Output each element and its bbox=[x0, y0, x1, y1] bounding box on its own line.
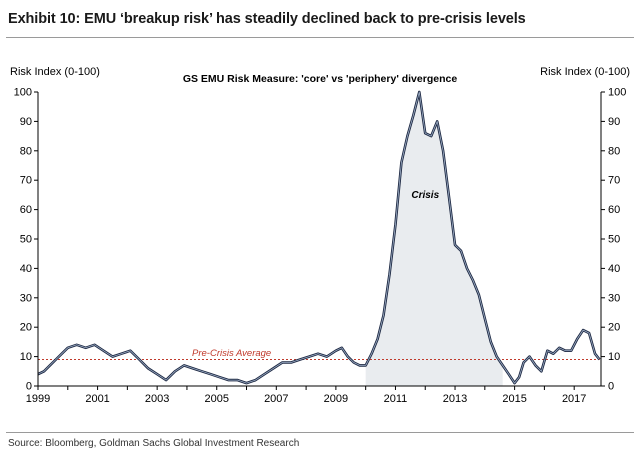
source-note: Source: Bloomberg, Goldman Sachs Global … bbox=[8, 438, 300, 449]
chart-annotations: Pre-Crisis Average Crisis bbox=[192, 190, 440, 359]
chart-title: GS EMU Risk Measure: 'core' vs 'peripher… bbox=[182, 73, 458, 85]
y-tick-label-right: 30 bbox=[608, 292, 620, 304]
series-line bbox=[37, 90, 601, 385]
y-tick-label-left: 40 bbox=[20, 263, 32, 275]
y-tick-label-left: 90 bbox=[20, 116, 32, 128]
x-tick-label: 2001 bbox=[85, 393, 109, 405]
y-tick-label-left: 50 bbox=[20, 234, 32, 246]
annotation-label: Crisis bbox=[411, 190, 439, 201]
risk-series bbox=[37, 90, 601, 385]
y-tick-label-right: 100 bbox=[608, 87, 626, 99]
exhibit-title: Exhibit 10: EMU ‘breakup risk’ has stead… bbox=[8, 11, 526, 27]
reference-line-label: Pre-Crisis Average bbox=[192, 348, 271, 359]
x-tick-label: 1999 bbox=[26, 393, 50, 405]
y-tick-label-left: 10 bbox=[20, 351, 32, 363]
y-tick-label-right: 40 bbox=[608, 263, 620, 275]
y-tick-label-right: 0 bbox=[608, 381, 614, 393]
crisis-area-fill bbox=[365, 92, 503, 386]
series-line-highlight bbox=[37, 91, 600, 384]
x-tick-label: 2005 bbox=[204, 393, 228, 405]
x-tick-label: 2003 bbox=[145, 393, 169, 405]
risk-chart: 0 0 10 10 20 20 30 30 40 40 50 50 60 60 70 70 80 80 90 90 10… bbox=[14, 87, 627, 406]
y-tick-label-left: 20 bbox=[20, 322, 32, 334]
y-tick-label-left: 0 bbox=[26, 381, 32, 393]
left-axis-title: Risk Index (0-100) bbox=[10, 66, 100, 78]
chart-axes: 0 0 10 10 20 20 30 30 40 40 50 50 60 60 70 70 80 80 90 90 10… bbox=[14, 87, 627, 406]
x-tick-label: 2011 bbox=[384, 393, 408, 405]
y-tick-label-left: 80 bbox=[20, 145, 32, 157]
y-tick-label-right: 20 bbox=[608, 322, 620, 334]
source-divider bbox=[6, 432, 634, 433]
y-tick-label-right: 50 bbox=[608, 234, 620, 246]
y-tick-label-right: 90 bbox=[608, 116, 620, 128]
y-tick-label-right: 10 bbox=[608, 351, 620, 363]
y-tick-label-left: 70 bbox=[20, 175, 32, 187]
x-tick-label: 2015 bbox=[502, 393, 526, 405]
x-tick-label: 2009 bbox=[324, 393, 348, 405]
crisis-shaded-area bbox=[365, 92, 503, 386]
y-tick-label-right: 60 bbox=[608, 204, 620, 216]
title-divider bbox=[6, 37, 634, 38]
x-tick-label: 2017 bbox=[562, 393, 586, 405]
y-tick-label-left: 100 bbox=[14, 87, 32, 99]
y-tick-label-right: 70 bbox=[608, 175, 620, 187]
x-tick-label: 2013 bbox=[443, 393, 467, 405]
right-axis-title: Risk Index (0-100) bbox=[540, 66, 630, 78]
y-tick-label-left: 30 bbox=[20, 292, 32, 304]
y-tick-label-left: 60 bbox=[20, 204, 32, 216]
x-tick-label: 2007 bbox=[264, 393, 288, 405]
y-tick-label-right: 80 bbox=[608, 145, 620, 157]
